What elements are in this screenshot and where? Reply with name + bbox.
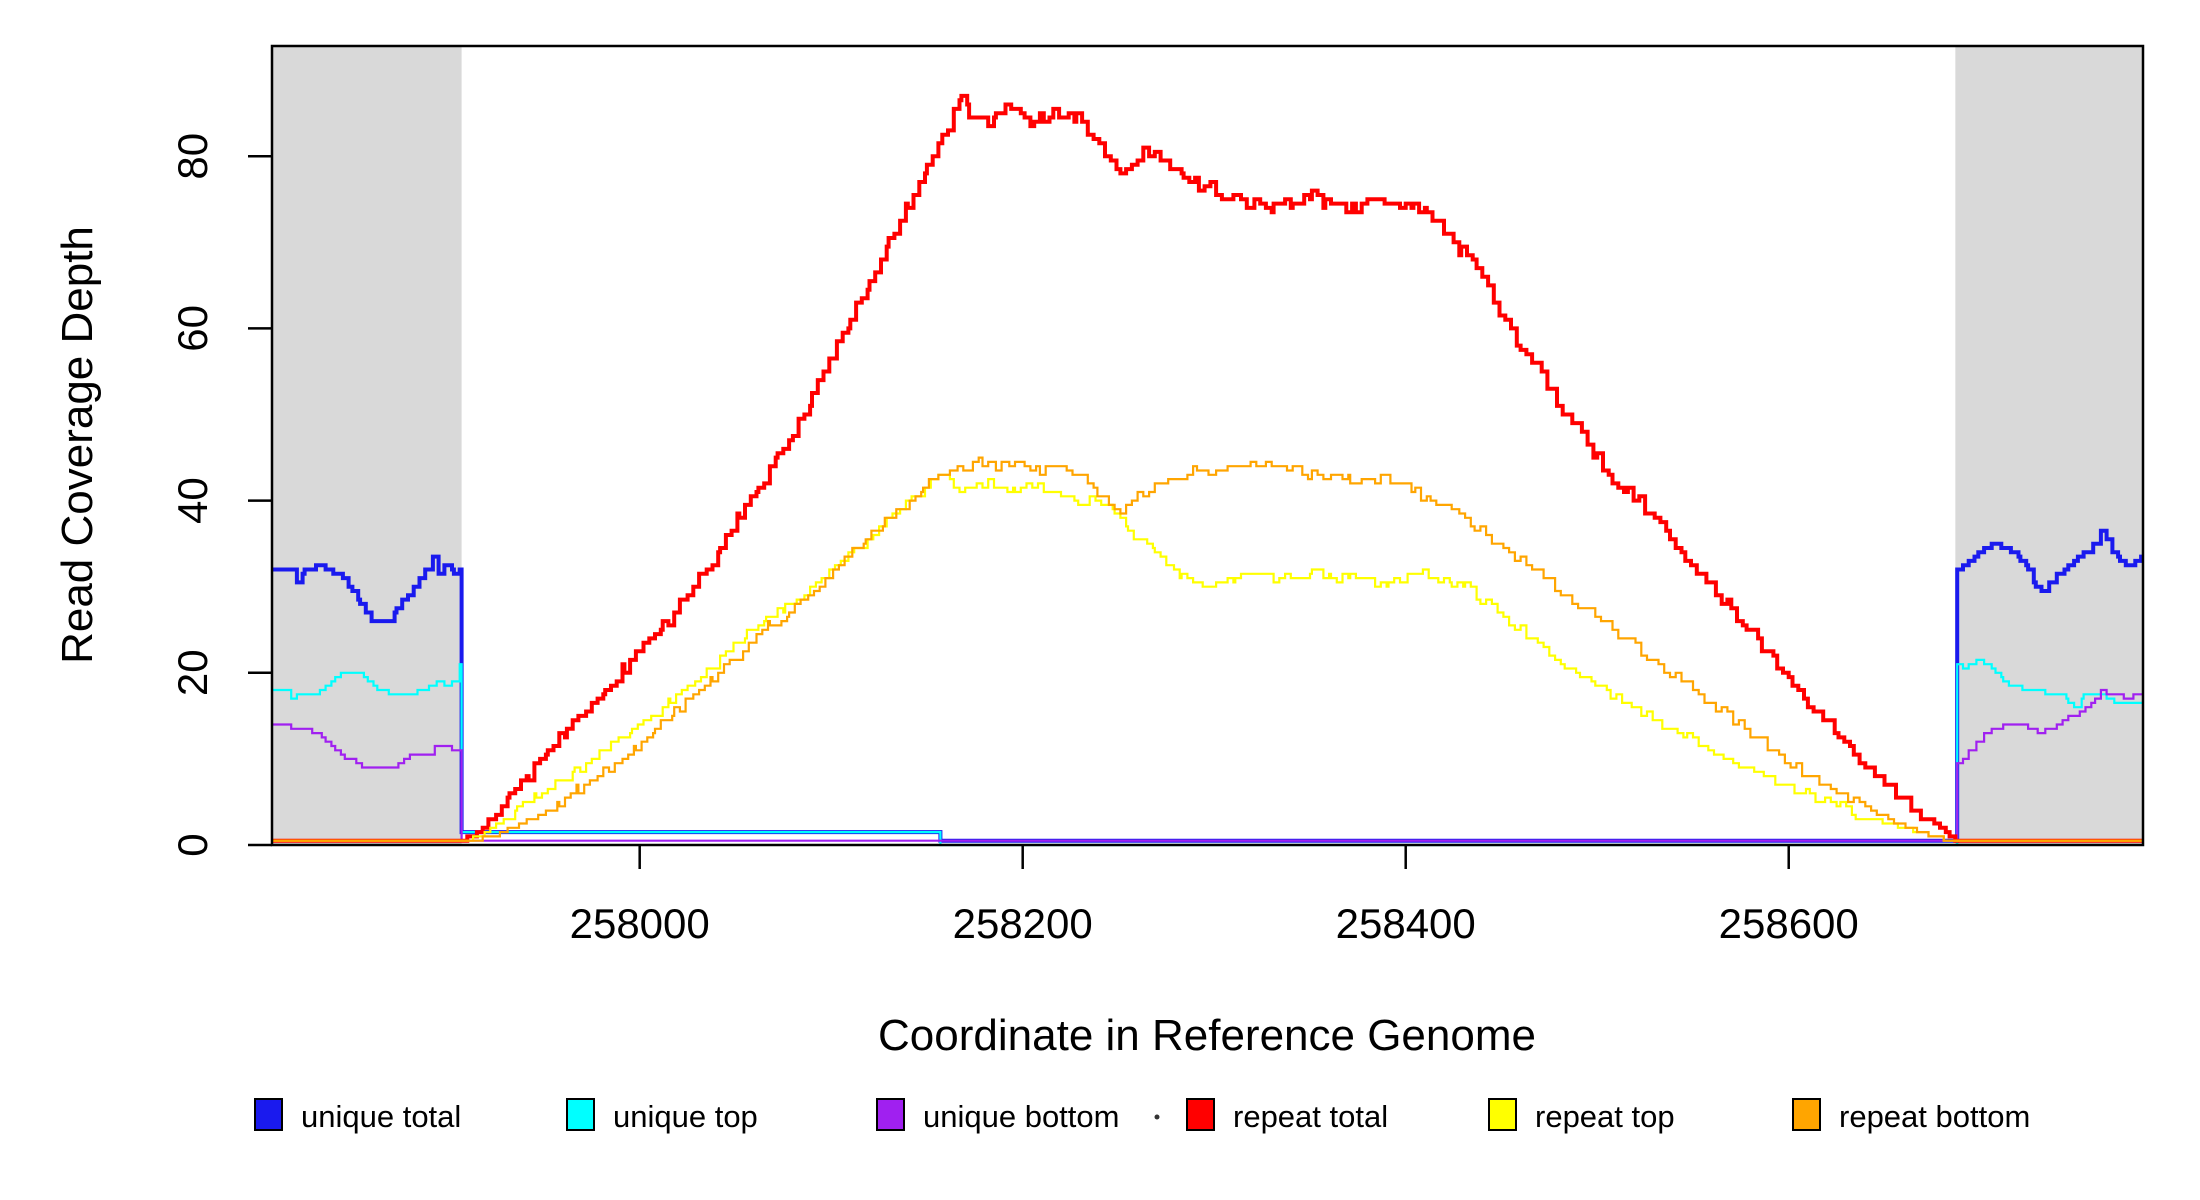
- legend-label-unique-top: unique top: [613, 1099, 758, 1134]
- shaded-region-right: [1955, 46, 2143, 845]
- legend-label-repeat-total: repeat total: [1233, 1099, 1388, 1134]
- series-line-repeat-top: [272, 473, 2143, 842]
- legend: unique total unique top unique bottom repea…: [254, 1098, 2030, 1134]
- legend-swatch-repeat-total: [1186, 1098, 1215, 1131]
- legend-item-repeat-bottom: repeat bottom: [1792, 1098, 2030, 1134]
- y-axis-tick-label: 0: [169, 833, 216, 856]
- legend-swatch-repeat-bottom: [1792, 1098, 1821, 1131]
- x-axis-title: Coordinate in Reference Genome: [878, 1011, 1536, 1060]
- legend-item-repeat-total: repeat total: [1186, 1098, 1388, 1134]
- series-line-unique-total: [272, 528, 2144, 843]
- legend-swatch-unique-top: [566, 1098, 595, 1131]
- legend-label-repeat-bottom: repeat bottom: [1839, 1099, 2030, 1134]
- legend-label-repeat-top: repeat top: [1535, 1099, 1675, 1134]
- series-line-repeat-total: [272, 93, 2143, 843]
- legend-label-unique-bottom: unique bottom: [923, 1099, 1119, 1134]
- x-axis-tick-label: 258200: [953, 900, 1093, 947]
- y-axis: 0 20 40 60 80: [169, 133, 272, 857]
- legend-label-unique-total: unique total: [301, 1099, 461, 1134]
- legend-item-repeat-top: repeat top: [1488, 1098, 1675, 1134]
- legend-item-unique-total: unique total: [254, 1098, 461, 1134]
- y-axis-tick-label: 60: [169, 305, 216, 352]
- y-axis-tick-label: 40: [169, 477, 216, 524]
- y-axis-tick-label: 80: [169, 133, 216, 180]
- legend-dot: [1154, 1114, 1160, 1120]
- legend-swatch-repeat-top: [1488, 1098, 1517, 1131]
- legend-item-unique-bottom: unique bottom: [876, 1098, 1119, 1134]
- x-axis: 258000 258200 258400 258600: [570, 845, 1859, 947]
- series-line-unique-bottom: [272, 688, 2143, 842]
- series-lines: [272, 93, 2144, 847]
- x-axis-tick-label: 258600: [1719, 900, 1859, 947]
- series-line-repeat-bottom: [272, 456, 2143, 842]
- series-line-unique-top: [272, 658, 2143, 847]
- x-axis-tick-label: 258000: [570, 900, 710, 947]
- shaded-regions: [272, 46, 2143, 845]
- y-axis-title: Read Coverage Depth: [53, 226, 102, 664]
- legend-item-unique-top: unique top: [566, 1098, 758, 1134]
- x-axis-tick-label: 258400: [1336, 900, 1476, 947]
- legend-swatch-unique-bottom: [876, 1098, 905, 1131]
- legend-swatch-unique-total: [254, 1098, 283, 1131]
- y-axis-tick-label: 20: [169, 649, 216, 696]
- shaded-region-left: [272, 46, 462, 845]
- plot-border: [270, 44, 2145, 847]
